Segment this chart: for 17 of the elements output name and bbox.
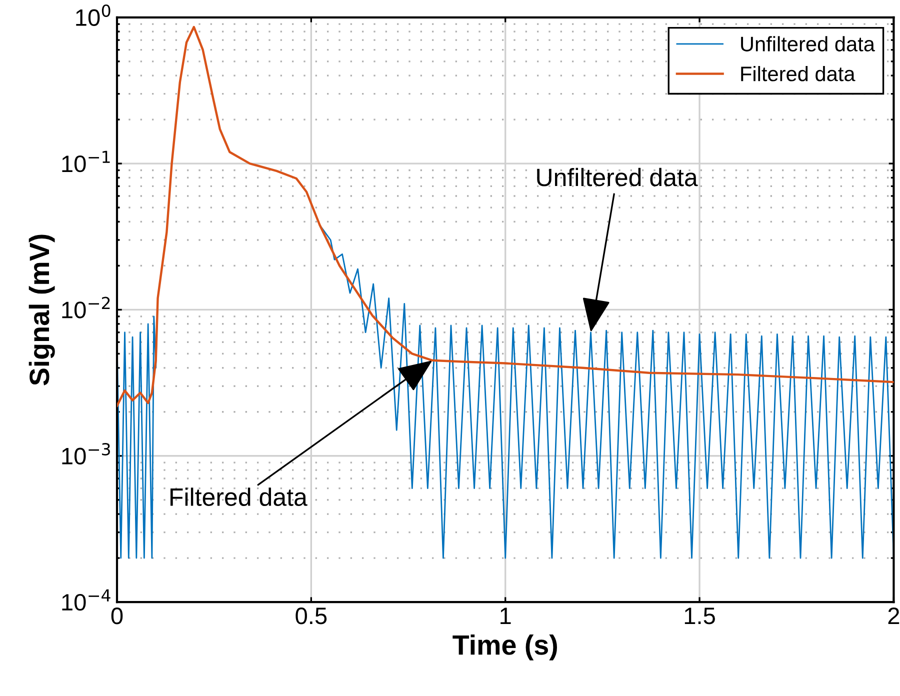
y-tick-label: 10$^{0}$	[76, 4, 110, 26]
y-tick-label: 10$^{−2}$	[62, 296, 110, 318]
x-tick-label: 2	[888, 608, 900, 624]
y-tick-label: 10$^{−4}$	[62, 589, 110, 611]
x-tick-label: 1.5	[684, 608, 715, 624]
x-tick-label: 0.5	[296, 608, 327, 624]
x-axis-title: Time (s)	[452, 634, 557, 660]
y-tick-label: 10$^{−1}$	[62, 150, 110, 172]
annotation: Filtered data	[170, 488, 308, 506]
x-tick-label: 0	[111, 608, 123, 624]
legend-label: Filtered data	[741, 66, 856, 82]
y-axis-title: Signal (mV)	[28, 234, 55, 386]
annotation: Unfiltered data	[537, 168, 698, 186]
line-series	[117, 26, 894, 407]
legend-label: Unfiltered data	[741, 36, 875, 52]
x-tick-label: 1	[500, 608, 511, 624]
y-tick-label: 10$^{−3}$	[62, 442, 110, 464]
